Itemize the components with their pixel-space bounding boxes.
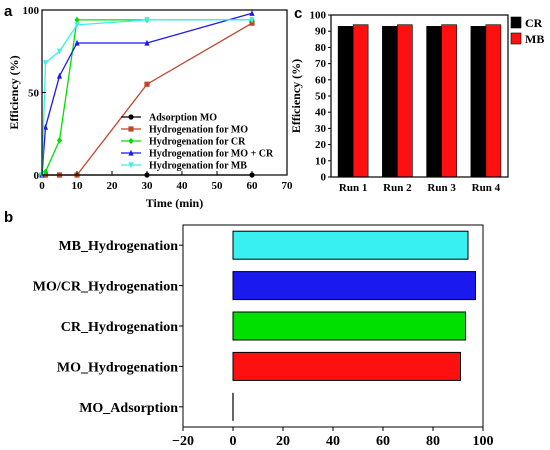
legend-marker <box>128 126 134 132</box>
y-tick-label: 70 <box>315 58 327 70</box>
legend-swatch <box>510 16 522 29</box>
category-label: MO/CR_Hydrogenation <box>33 280 178 295</box>
x-tick-label: 30 <box>142 180 154 192</box>
legend-label: Hydrogenation for MO + CR <box>149 149 274 160</box>
y-tick-label: 100 <box>23 5 40 17</box>
panel-a: a 0 10 20 30 40 50 60 70 0 50 100 Time (min) Efficien… <box>4 3 293 210</box>
category-label: MB_Hydrogenation <box>58 239 178 254</box>
x-tick-label: −20 <box>172 434 194 449</box>
legend-label: CR <box>525 16 543 30</box>
y-tick-label: 40 <box>315 107 327 119</box>
y-tick-label: 80 <box>315 42 327 54</box>
y-axis-label-c: Efficiency (%) <box>289 59 303 133</box>
y-axis-label-a: Efficiency (%) <box>7 55 21 129</box>
bar-mb-hydrogenation <box>232 230 469 260</box>
legend-label: MB <box>525 32 544 46</box>
x-tick-label: 70 <box>282 180 294 192</box>
legend-marker <box>128 114 134 120</box>
category-label: CR_Hydrogenation <box>61 320 178 335</box>
bar-cr-run-2 <box>382 26 398 178</box>
category-label: Run 2 <box>383 182 412 194</box>
point-hydrogenation-for-cr-3 <box>74 16 80 24</box>
point-hydrogenation-for-cr-2 <box>56 137 63 144</box>
point-hydrogenation-for-mb-5 <box>249 17 255 24</box>
point-hydrogenation-for-mo-cr-5 <box>249 10 255 16</box>
y-tick-label: 50 <box>315 91 327 103</box>
category-label: Run 4 <box>472 182 501 194</box>
legend-marker <box>128 149 134 156</box>
y-tick-label: 10 <box>315 155 327 167</box>
legend-marker <box>128 162 134 169</box>
point-hydrogenation-for-mo-cr-1 <box>42 123 49 130</box>
panel-c: c Run 1 Run 2 Run 3 Run 4 0 10 20 30 40 50 60 70 80 90… <box>289 5 544 194</box>
y-tick-label: 0 <box>321 172 327 184</box>
x-tick-label: 0 <box>39 180 45 192</box>
x-tick-label: 0 <box>230 434 237 449</box>
point-hydrogenation-for-mo-cr-2 <box>56 72 63 79</box>
legend-marker <box>128 137 134 145</box>
point-hydrogenation-for-mb-3 <box>74 22 80 29</box>
y-tick-label: 20 <box>315 139 327 151</box>
x-tick-label: 80 <box>426 434 440 449</box>
bar-mb-run-2 <box>397 24 413 178</box>
line-hydrogenation-for-mo-cr <box>41 12 253 176</box>
bar-cr-run-4 <box>470 26 487 178</box>
bar-mo-cr-hydrogenation <box>232 271 476 301</box>
bar-mb-run-3 <box>441 24 457 178</box>
point-hydrogenation-for-mb-4 <box>144 17 150 24</box>
y-tick-label: 0 <box>34 170 40 182</box>
bar-mb-run-1 <box>352 24 369 178</box>
point-hydrogenation-for-mo-cr-3 <box>74 39 80 46</box>
category-label: Run 1 <box>339 182 367 194</box>
legend-label: Adsorption MO <box>149 113 217 124</box>
series-hydrogenation-for-mo-cr <box>39 10 255 178</box>
bar-cr-hydrogenation <box>232 311 466 341</box>
panel-label-a: a <box>4 3 13 20</box>
legend-label: Hydrogenation for MB <box>149 161 247 172</box>
panel-label-c: c <box>294 5 302 22</box>
legend-c: CR MB <box>510 16 544 46</box>
panel-label-b: b <box>4 209 13 226</box>
panel-b: b MB_Hydrogenation MO/CR_Hydrogenation CR_H… <box>4 209 494 449</box>
x-tick-label: 20 <box>276 434 290 449</box>
line-hydrogenation-for-mb <box>41 19 252 176</box>
bar-cr-run-1 <box>337 26 354 178</box>
x-tick-label: 10 <box>72 180 84 192</box>
x-tick-label: 20 <box>107 180 119 192</box>
y-tick-label: 100 <box>310 10 327 22</box>
point-hydrogenation-for-mb-2 <box>56 48 63 55</box>
category-label: MO_Adsorption <box>79 401 178 416</box>
category-label: Run 3 <box>427 182 456 194</box>
legend-label: Hydrogenation for CR <box>149 137 246 148</box>
category-label: MO_Hydrogenation <box>57 360 178 375</box>
bar-mb-run-4 <box>485 24 502 178</box>
point-hydrogenation-for-mo-cr-4 <box>144 39 150 46</box>
point-hydrogenation-for-mo-4 <box>144 81 150 87</box>
bar-mo-hydrogenation <box>232 351 461 381</box>
x-tick-label: 60 <box>376 434 390 449</box>
x-tick-label: 40 <box>326 434 340 449</box>
x-tick-label: 40 <box>177 180 189 192</box>
x-tick-label: 100 <box>473 434 494 449</box>
point-hydrogenation-for-mo-5 <box>249 20 255 26</box>
x-tick-label: 60 <box>247 180 259 192</box>
point-hydrogenation-for-mb-1 <box>42 60 49 66</box>
y-tick-label: 90 <box>315 26 327 38</box>
legend-swatch <box>510 32 522 45</box>
y-tick-label: 60 <box>315 74 327 86</box>
y-tick-label: 30 <box>315 123 327 135</box>
x-tick-label: 50 <box>212 180 224 192</box>
y-tick-label: 50 <box>28 88 40 100</box>
bar-cr-run-3 <box>426 26 442 178</box>
legend-label: Hydrogenation for MO <box>149 125 248 136</box>
x-axis-label-a: Time (min) <box>146 196 203 210</box>
point-hydrogenation-for-cr-1 <box>42 168 49 175</box>
